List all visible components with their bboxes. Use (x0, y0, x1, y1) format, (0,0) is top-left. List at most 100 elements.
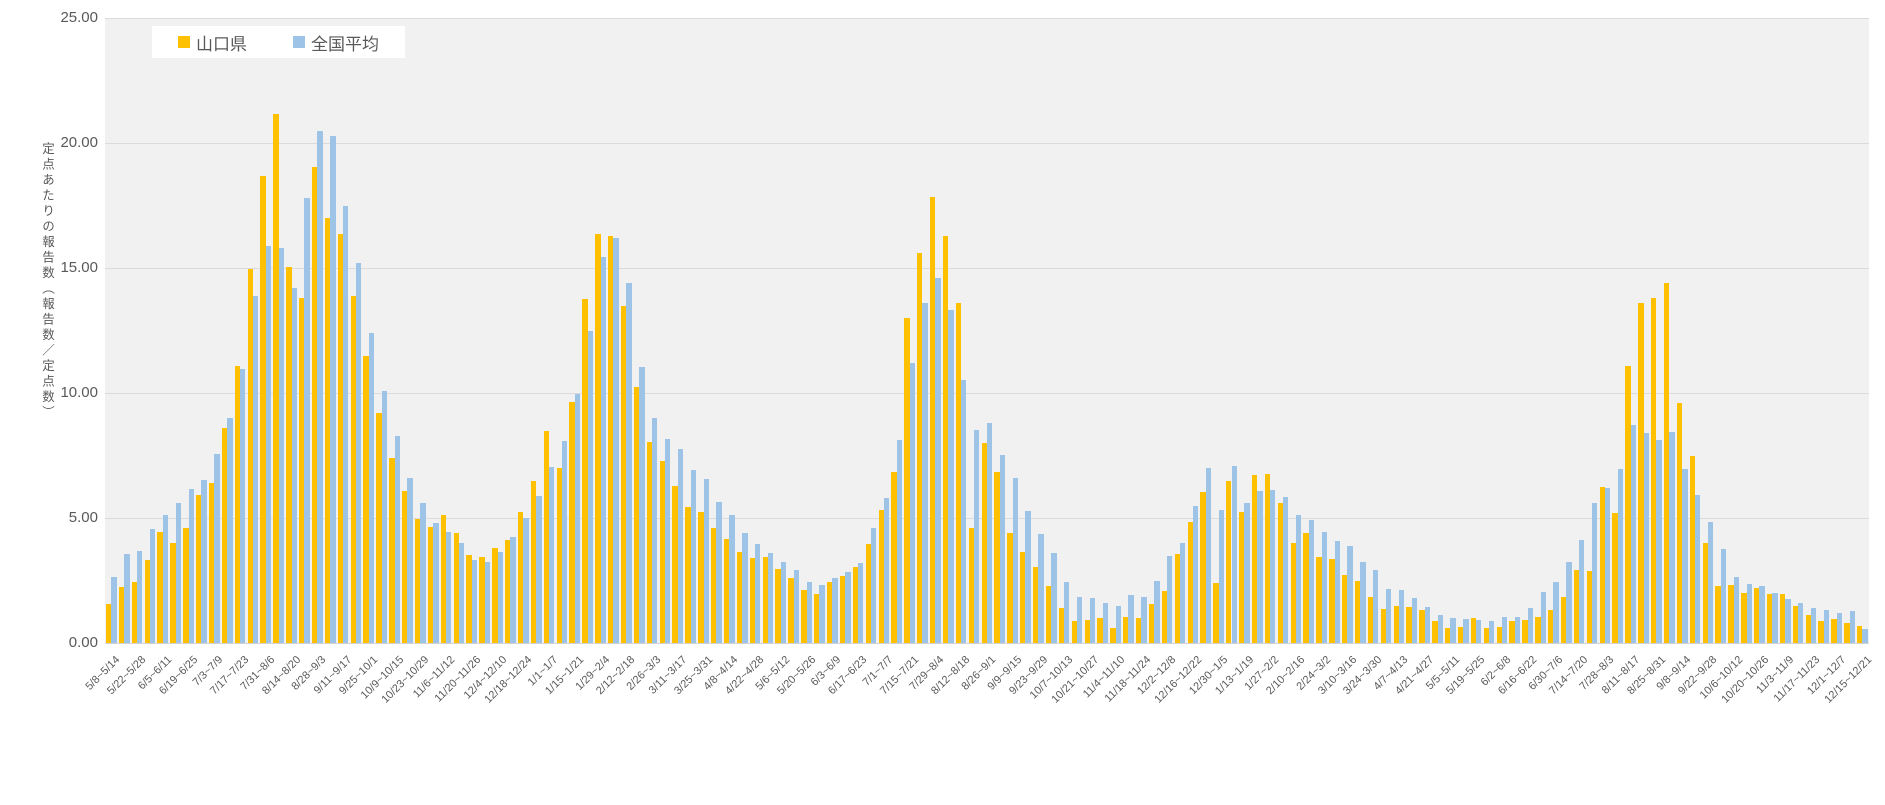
bar-yamaguchi-week-36 (556, 468, 562, 643)
bar-national-week-36 (561, 440, 568, 643)
bar-yamaguchi-week-49 (723, 539, 730, 643)
gridline (105, 18, 1869, 19)
bar-yamaguchi-week-124 (1689, 456, 1696, 643)
bar-yamaguchi-week-35 (543, 430, 550, 643)
bar-yamaguchi-week-127 (1728, 585, 1734, 643)
bar-national-week-110 (1514, 616, 1521, 643)
bar-yamaguchi-week-82 (1148, 604, 1155, 643)
bar-national-week-99 (1373, 570, 1379, 643)
bar-yamaguchi-week-118 (1612, 513, 1618, 643)
bar-national-week-117 (1604, 488, 1611, 643)
bar-yamaguchi-week-97 (1342, 575, 1348, 643)
bar-national-week-26 (433, 523, 439, 643)
bar-yamaguchi-week-39 (595, 233, 601, 643)
bar-national-week-137 (1862, 629, 1868, 643)
bar-national-week-123 (1682, 469, 1688, 643)
bar-national-week-10 (227, 418, 233, 643)
bar-yamaguchi-week-79 (1110, 628, 1116, 643)
bar-yamaguchi-week-87 (1213, 583, 1219, 643)
bar-national-week-17 (317, 130, 323, 643)
bar-national-week-43 (652, 418, 658, 643)
bar-national-week-113 (1553, 581, 1559, 643)
bar-national-week-28 (458, 543, 465, 643)
bar-national-week-76 (1076, 596, 1083, 643)
legend-item-yamaguchi: 山口県 (178, 30, 247, 55)
bar-yamaguchi-week-28 (453, 533, 459, 643)
bar-yamaguchi-week-134 (1818, 620, 1824, 643)
bar-national-week-16 (304, 198, 310, 643)
bar-national-week-111 (1527, 608, 1533, 643)
bar-national-week-53 (780, 561, 787, 643)
bar-national-week-132 (1798, 602, 1804, 643)
bar-yamaguchi-week-5 (157, 532, 163, 643)
bar-yamaguchi-week-77 (1084, 620, 1090, 643)
bar-national-week-101 (1398, 590, 1405, 643)
bar-national-week-19 (343, 205, 349, 643)
bar-national-week-96 (1334, 541, 1340, 643)
bar-national-week-69 (986, 422, 993, 643)
bar-national-week-90 (1257, 490, 1263, 643)
bar-yamaguchi-week-59 (852, 566, 859, 643)
bar-national-week-135 (1836, 612, 1843, 643)
bar-national-week-70 (999, 455, 1006, 643)
bar-national-week-85 (1192, 506, 1199, 643)
bar-national-week-56 (819, 585, 825, 643)
bar-yamaguchi-week-103 (1419, 610, 1425, 643)
bar-national-week-121 (1656, 440, 1662, 643)
bar-national-week-50 (742, 533, 748, 643)
bar-yamaguchi-week-100 (1380, 609, 1386, 643)
bar-yamaguchi-week-72 (1020, 551, 1026, 643)
bar-national-week-92 (1283, 496, 1289, 643)
bar-national-week-63 (909, 363, 915, 643)
bar-yamaguchi-week-17 (311, 167, 318, 643)
bar-national-week-23 (394, 435, 400, 643)
bar-national-week-93 (1295, 515, 1302, 643)
bar-national-week-27 (446, 531, 452, 643)
bar-national-week-45 (677, 449, 684, 643)
bar-yamaguchi-week-74 (1045, 586, 1052, 643)
bar-yamaguchi-week-104 (1432, 620, 1438, 643)
bar-yamaguchi-week-112 (1535, 617, 1541, 643)
bar-national-week-116 (1592, 503, 1598, 643)
bar-yamaguchi-week-62 (891, 471, 897, 643)
bar-national-week-8 (201, 480, 207, 643)
bar-yamaguchi-week-93 (1290, 543, 1296, 643)
bar-yamaguchi-week-131 (1779, 594, 1786, 643)
bar-national-week-48 (716, 501, 722, 643)
bar-yamaguchi-week-1 (105, 604, 112, 643)
bar-yamaguchi-week-101 (1393, 606, 1399, 643)
bar-national-week-105 (1450, 617, 1456, 643)
bar-national-week-61 (883, 498, 890, 643)
bar-national-week-130 (1772, 592, 1778, 643)
bar-national-week-58 (845, 571, 851, 643)
bar-national-week-66 (948, 310, 954, 643)
bar-national-week-88 (1231, 466, 1237, 643)
bar-yamaguchi-week-64 (917, 253, 923, 643)
bar-yamaguchi-week-110 (1509, 621, 1515, 643)
bar-national-week-134 (1823, 610, 1830, 643)
bar-national-week-22 (381, 390, 388, 643)
bar-national-week-120 (1643, 433, 1649, 643)
bar-national-week-59 (858, 563, 864, 643)
bar-yamaguchi-week-51 (749, 558, 756, 643)
bar-national-week-25 (420, 503, 426, 643)
bar-yamaguchi-week-54 (788, 578, 794, 643)
bar-yamaguchi-week-29 (466, 555, 472, 643)
bar-yamaguchi-week-43 (646, 441, 653, 643)
bar-yamaguchi-week-9 (208, 482, 215, 643)
bar-national-week-11 (240, 369, 246, 643)
bar-yamaguchi-week-113 (1548, 610, 1554, 643)
bar-national-week-81 (1141, 597, 1147, 643)
bar-national-week-94 (1308, 520, 1315, 643)
bar-yamaguchi-week-105 (1445, 628, 1451, 643)
bar-national-week-13 (265, 245, 272, 643)
bar-national-week-82 (1154, 580, 1160, 643)
bar-national-week-1 (111, 577, 117, 643)
bar-yamaguchi-week-128 (1741, 592, 1747, 643)
bar-national-week-72 (1025, 510, 1031, 643)
bar-national-week-79 (1115, 606, 1121, 643)
bar-yamaguchi-week-133 (1805, 615, 1811, 643)
bar-national-week-68 (973, 430, 980, 643)
bar-yamaguchi-week-18 (324, 218, 331, 643)
bar-yamaguchi-week-56 (814, 594, 820, 643)
